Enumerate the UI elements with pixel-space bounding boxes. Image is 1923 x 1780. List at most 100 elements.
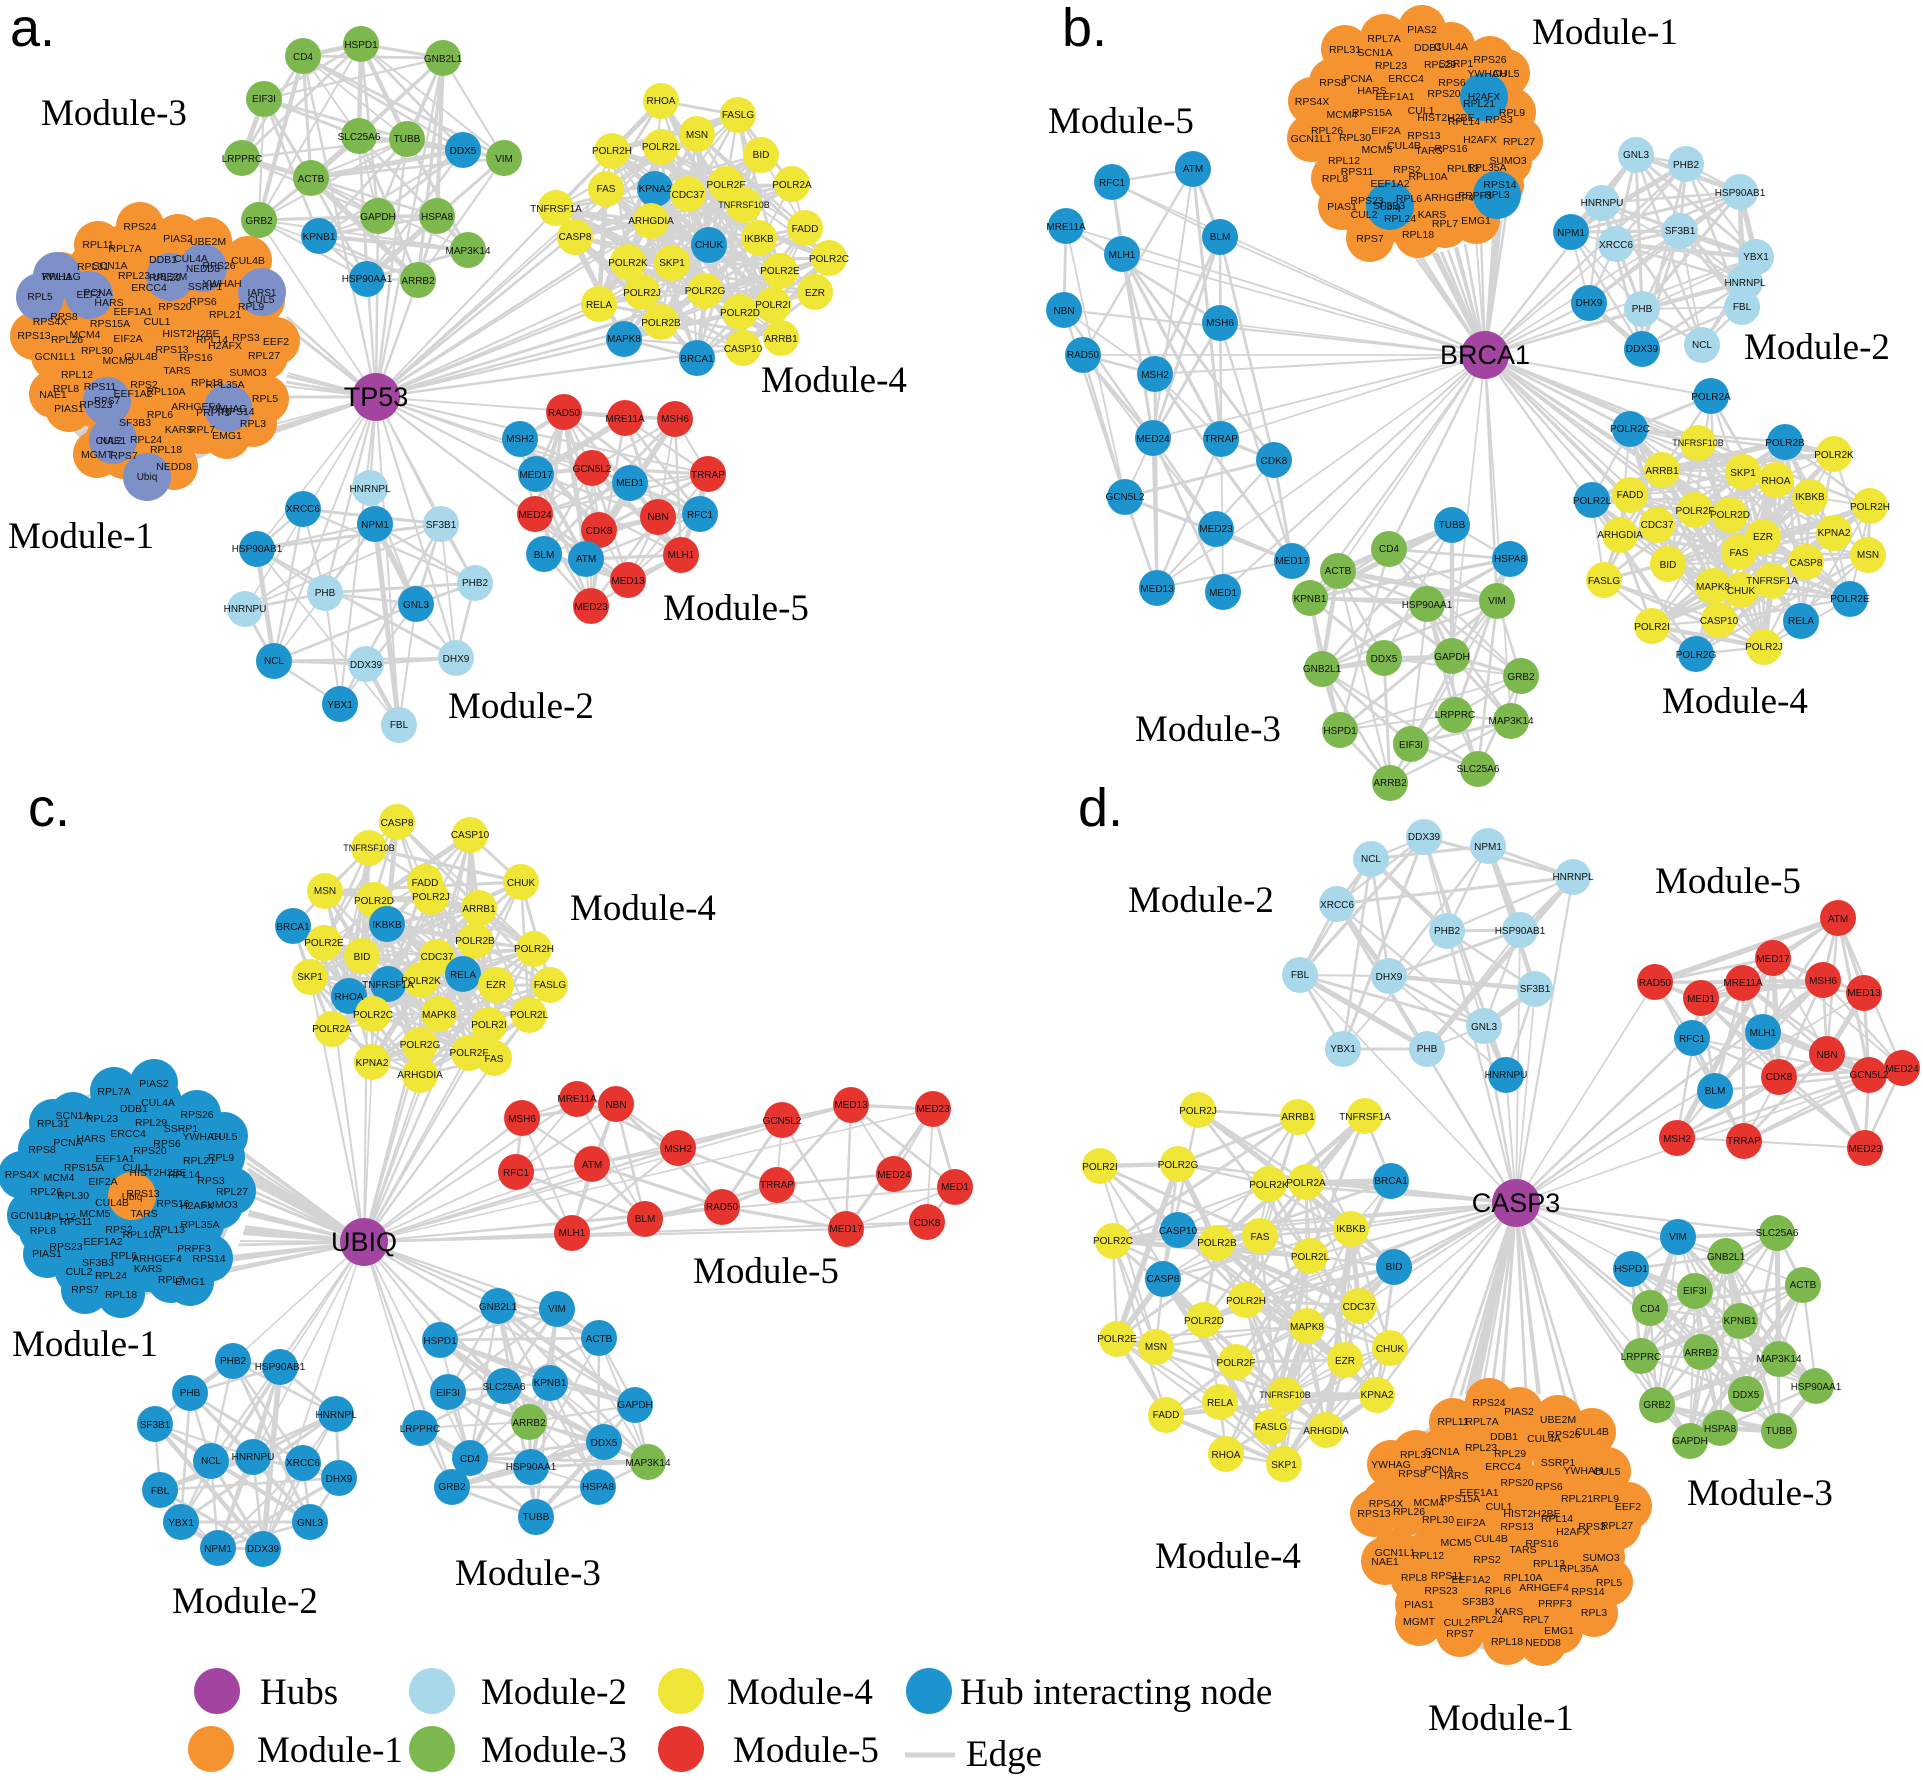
svg-text:PIAS2: PIAS2 bbox=[139, 1078, 169, 1090]
svg-text:RPL7: RPL7 bbox=[1432, 218, 1458, 230]
svg-text:EEF1A1: EEF1A1 bbox=[95, 1153, 134, 1165]
svg-text:POLR2K: POLR2K bbox=[1249, 1180, 1289, 1191]
svg-text:MCM4: MCM4 bbox=[70, 329, 101, 341]
svg-text:TNFRSF1A: TNFRSF1A bbox=[362, 980, 414, 991]
svg-text:Module-4: Module-4 bbox=[570, 888, 716, 929]
svg-text:EIF2A: EIF2A bbox=[1456, 1517, 1485, 1529]
svg-text:KARS: KARS bbox=[1418, 209, 1447, 221]
svg-text:PCNA: PCNA bbox=[83, 287, 112, 299]
svg-text:RPL18: RPL18 bbox=[150, 444, 182, 456]
svg-text:FBL: FBL bbox=[390, 720, 409, 731]
svg-text:MCM5: MCM5 bbox=[1362, 144, 1393, 156]
svg-text:RPL29: RPL29 bbox=[1494, 1448, 1526, 1460]
svg-text:NBN: NBN bbox=[605, 1100, 626, 1111]
svg-text:RPL30: RPL30 bbox=[81, 345, 113, 357]
svg-text:MED13: MED13 bbox=[1140, 584, 1174, 595]
svg-text:ACTB: ACTB bbox=[1325, 566, 1352, 577]
svg-text:Module-5: Module-5 bbox=[1655, 861, 1801, 902]
svg-text:RPL8: RPL8 bbox=[30, 1225, 56, 1237]
svg-text:TUBB: TUBB bbox=[1439, 520, 1466, 531]
svg-text:KPNA2: KPNA2 bbox=[1361, 1390, 1394, 1401]
svg-text:ARHGDIA: ARHGDIA bbox=[1303, 1426, 1349, 1437]
svg-text:POLR2E: POLR2E bbox=[304, 938, 344, 949]
svg-text:RPL8: RPL8 bbox=[1322, 173, 1348, 185]
svg-text:PIAS1: PIAS1 bbox=[32, 1248, 62, 1260]
svg-text:RPS15A: RPS15A bbox=[1440, 1493, 1480, 1505]
svg-text:MAP3K14: MAP3K14 bbox=[1488, 716, 1533, 727]
svg-text:RPL7A: RPL7A bbox=[1367, 33, 1400, 45]
svg-text:NCL: NCL bbox=[264, 656, 284, 667]
svg-text:EEF2: EEF2 bbox=[1615, 1501, 1641, 1513]
svg-text:HSP90AA1: HSP90AA1 bbox=[1402, 600, 1453, 611]
svg-text:HSP90AA1: HSP90AA1 bbox=[342, 274, 393, 285]
svg-text:POLR2H: POLR2H bbox=[1850, 502, 1890, 513]
svg-text:LRPPRC: LRPPRC bbox=[1435, 710, 1476, 721]
svg-text:PCNA: PCNA bbox=[53, 1137, 82, 1149]
svg-text:PIAS1: PIAS1 bbox=[1327, 201, 1357, 213]
svg-text:CUL2: CUL2 bbox=[66, 1266, 93, 1278]
svg-text:HIST2H2BE: HIST2H2BE bbox=[1417, 112, 1474, 124]
svg-text:FBL: FBL bbox=[151, 1486, 170, 1497]
svg-text:NBN: NBN bbox=[647, 512, 668, 523]
svg-text:GNB2L1: GNB2L1 bbox=[1707, 1252, 1746, 1263]
svg-text:NEDD8: NEDD8 bbox=[156, 461, 192, 473]
svg-text:POLR2G: POLR2G bbox=[685, 286, 726, 297]
svg-text:EEF1A1: EEF1A1 bbox=[1459, 1487, 1498, 1499]
svg-text:MAPK8: MAPK8 bbox=[1290, 1322, 1324, 1333]
svg-text:ERCC4: ERCC4 bbox=[1485, 1461, 1521, 1473]
svg-text:MED24: MED24 bbox=[1136, 434, 1170, 445]
svg-text:Module-4: Module-4 bbox=[1155, 1536, 1301, 1577]
svg-text:RPS15A: RPS15A bbox=[90, 318, 130, 330]
svg-text:RELA: RELA bbox=[1207, 1398, 1233, 1409]
svg-text:MED1: MED1 bbox=[1687, 994, 1715, 1005]
svg-text:NBN: NBN bbox=[1053, 306, 1074, 317]
svg-text:MCM5: MCM5 bbox=[1441, 1537, 1472, 1549]
svg-text:RFC1: RFC1 bbox=[503, 1168, 530, 1179]
svg-text:CD4: CD4 bbox=[460, 1454, 480, 1465]
svg-text:FAS: FAS bbox=[1251, 1232, 1270, 1243]
svg-text:H2AFX: H2AFX bbox=[180, 1200, 214, 1212]
svg-text:RPS13: RPS13 bbox=[17, 330, 50, 342]
svg-text:Hubs: Hubs bbox=[260, 1672, 338, 1713]
svg-text:SUMO3: SUMO3 bbox=[229, 367, 267, 379]
svg-text:CDK8: CDK8 bbox=[1766, 1072, 1793, 1083]
svg-text:YBX1: YBX1 bbox=[327, 700, 353, 711]
svg-text:ARRB1: ARRB1 bbox=[1281, 1112, 1315, 1123]
svg-text:CASP10: CASP10 bbox=[1159, 1226, 1198, 1237]
svg-text:CUL4A: CUL4A bbox=[1527, 1433, 1561, 1445]
svg-text:RHOA: RHOA bbox=[1762, 476, 1791, 487]
svg-text:MGMT: MGMT bbox=[81, 449, 114, 461]
svg-text:MED1: MED1 bbox=[616, 478, 644, 489]
svg-text:IKBKB: IKBKB bbox=[1336, 1224, 1366, 1235]
svg-text:POLR2B: POLR2B bbox=[1765, 438, 1805, 449]
svg-text:MED13: MED13 bbox=[834, 1100, 868, 1111]
svg-text:RPS26: RPS26 bbox=[180, 1109, 213, 1121]
svg-text:POLR2D: POLR2D bbox=[354, 896, 394, 907]
svg-text:Module-2: Module-2 bbox=[448, 686, 594, 727]
svg-text:VIM: VIM bbox=[495, 154, 513, 165]
svg-text:SCN1A: SCN1A bbox=[1357, 47, 1392, 59]
svg-text:RPL6: RPL6 bbox=[1396, 193, 1422, 205]
svg-text:UBE2M: UBE2M bbox=[153, 272, 187, 283]
svg-text:CUL4B: CUL4B bbox=[95, 1197, 129, 1209]
svg-text:CUL4B: CUL4B bbox=[1575, 1426, 1609, 1438]
svg-text:MSH6: MSH6 bbox=[508, 1114, 536, 1125]
svg-text:ERCC4: ERCC4 bbox=[1388, 73, 1424, 85]
svg-text:KARS: KARS bbox=[1495, 1606, 1524, 1618]
svg-text:RPL6: RPL6 bbox=[111, 1250, 137, 1262]
svg-text:RPL24: RPL24 bbox=[130, 434, 162, 446]
svg-text:RPL3: RPL3 bbox=[240, 418, 266, 430]
svg-text:RPL21: RPL21 bbox=[183, 1155, 215, 1167]
svg-text:HSPD1: HSPD1 bbox=[423, 1336, 457, 1347]
svg-text:XRCC6: XRCC6 bbox=[1320, 900, 1354, 911]
svg-text:POLR2F: POLR2F bbox=[1676, 506, 1715, 517]
svg-text:HNRNPU: HNRNPU bbox=[232, 1452, 275, 1463]
svg-text:RPL26: RPL26 bbox=[51, 334, 83, 346]
svg-text:MSH2: MSH2 bbox=[664, 1144, 692, 1155]
svg-text:MAP3K14: MAP3K14 bbox=[625, 1458, 670, 1469]
svg-text:RPS26: RPS26 bbox=[1547, 1429, 1580, 1441]
svg-text:CASP8: CASP8 bbox=[381, 818, 414, 829]
svg-text:TARS: TARS bbox=[1509, 1544, 1536, 1556]
svg-text:BID: BID bbox=[753, 150, 770, 161]
svg-text:SSRP1: SSRP1 bbox=[1541, 1457, 1576, 1469]
